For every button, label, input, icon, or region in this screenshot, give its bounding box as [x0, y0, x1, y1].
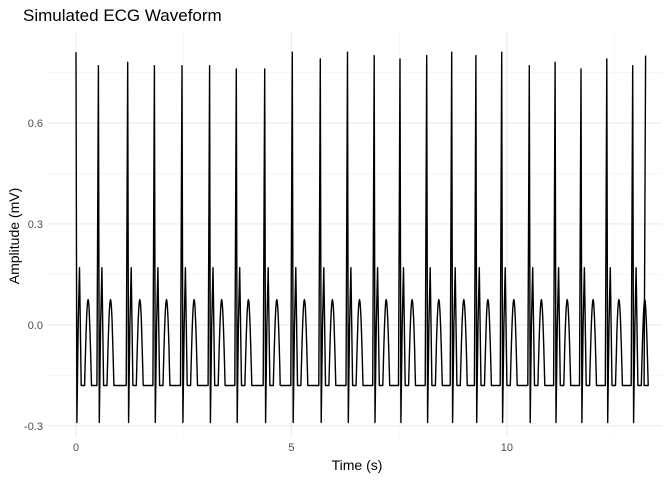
x-tick-label: 0 — [73, 442, 79, 454]
y-axis-ticks: -0.3 0.0 0.3 0.6 — [24, 118, 43, 433]
ecg-series — [75, 51, 649, 424]
y-tick-label: 0.6 — [28, 118, 43, 130]
x-tick-label: 10 — [501, 442, 513, 454]
x-tick-label: 5 — [288, 442, 294, 454]
x-axis-ticks: 0 5 10 — [73, 442, 513, 454]
chart-title: Simulated ECG Waveform — [23, 6, 222, 25]
y-axis-title: Amplitude (mV) — [6, 188, 22, 284]
y-tick-label: 0.0 — [28, 320, 43, 332]
ecg-series-line — [75, 51, 649, 424]
y-tick-label: 0.3 — [28, 219, 43, 231]
y-tick-label: -0.3 — [24, 421, 43, 433]
x-axis-title: Time (s) — [332, 457, 383, 473]
